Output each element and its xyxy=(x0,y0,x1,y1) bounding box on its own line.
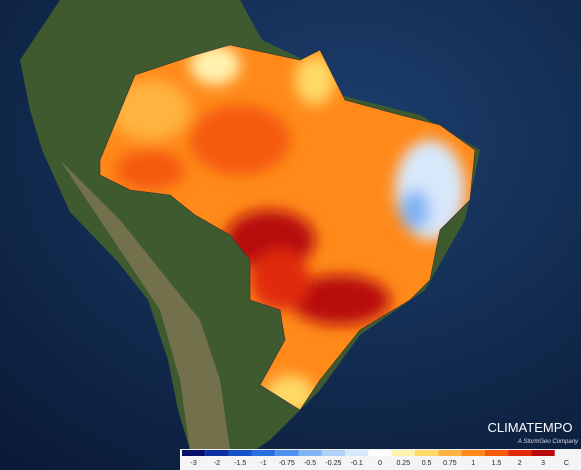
brand-name: CLIMATEMPO xyxy=(488,420,573,435)
legend-swatch xyxy=(205,450,229,456)
legend-label: -0.25 xyxy=(325,460,341,467)
legend-label: -0.5 xyxy=(304,460,316,467)
legend-label: 0.5 xyxy=(422,460,432,467)
legend-swatch xyxy=(275,450,299,456)
legend-label: 1 xyxy=(471,460,475,467)
legend: -3 -2 -1.5 -1 -0.75 -0.5 -0.25 -0.1 0 0.25 0.5 0.75… xyxy=(182,450,569,467)
legend-swatch xyxy=(531,450,555,456)
legend-label: 0.25 xyxy=(396,460,410,467)
andes xyxy=(60,160,230,450)
legend-label: 3 xyxy=(541,460,545,467)
border xyxy=(99,44,476,411)
legend-label: 0.75 xyxy=(443,460,457,467)
legend-swatch xyxy=(298,450,322,456)
legend-swatch xyxy=(438,450,462,456)
legend-swatch xyxy=(391,450,415,456)
legend-label: -3 xyxy=(191,460,197,467)
brand-tagline: A StormGeo Company xyxy=(517,439,579,445)
legend-label: -1.5 xyxy=(234,460,246,467)
legend-swatch xyxy=(508,450,532,456)
legend-label: 1.5 xyxy=(492,460,502,467)
legend-label: 0 xyxy=(378,460,382,467)
legend-label: -1 xyxy=(260,460,266,467)
legend-swatch xyxy=(182,450,206,456)
legend-swatch xyxy=(368,450,392,456)
legend-swatch xyxy=(251,450,276,456)
legend-label: 2 xyxy=(518,460,522,467)
legend-swatch xyxy=(484,450,509,456)
legend-swatch xyxy=(321,450,346,456)
legend-label: -0.1 xyxy=(351,460,363,467)
legend-unit: C xyxy=(564,460,569,467)
legend-swatch xyxy=(414,450,439,456)
legend-label: -0.75 xyxy=(279,460,295,467)
legend-swatch xyxy=(345,450,369,456)
legend-swatch xyxy=(228,450,252,456)
legend-label: -2 xyxy=(214,460,220,467)
legend-swatch xyxy=(461,450,485,456)
